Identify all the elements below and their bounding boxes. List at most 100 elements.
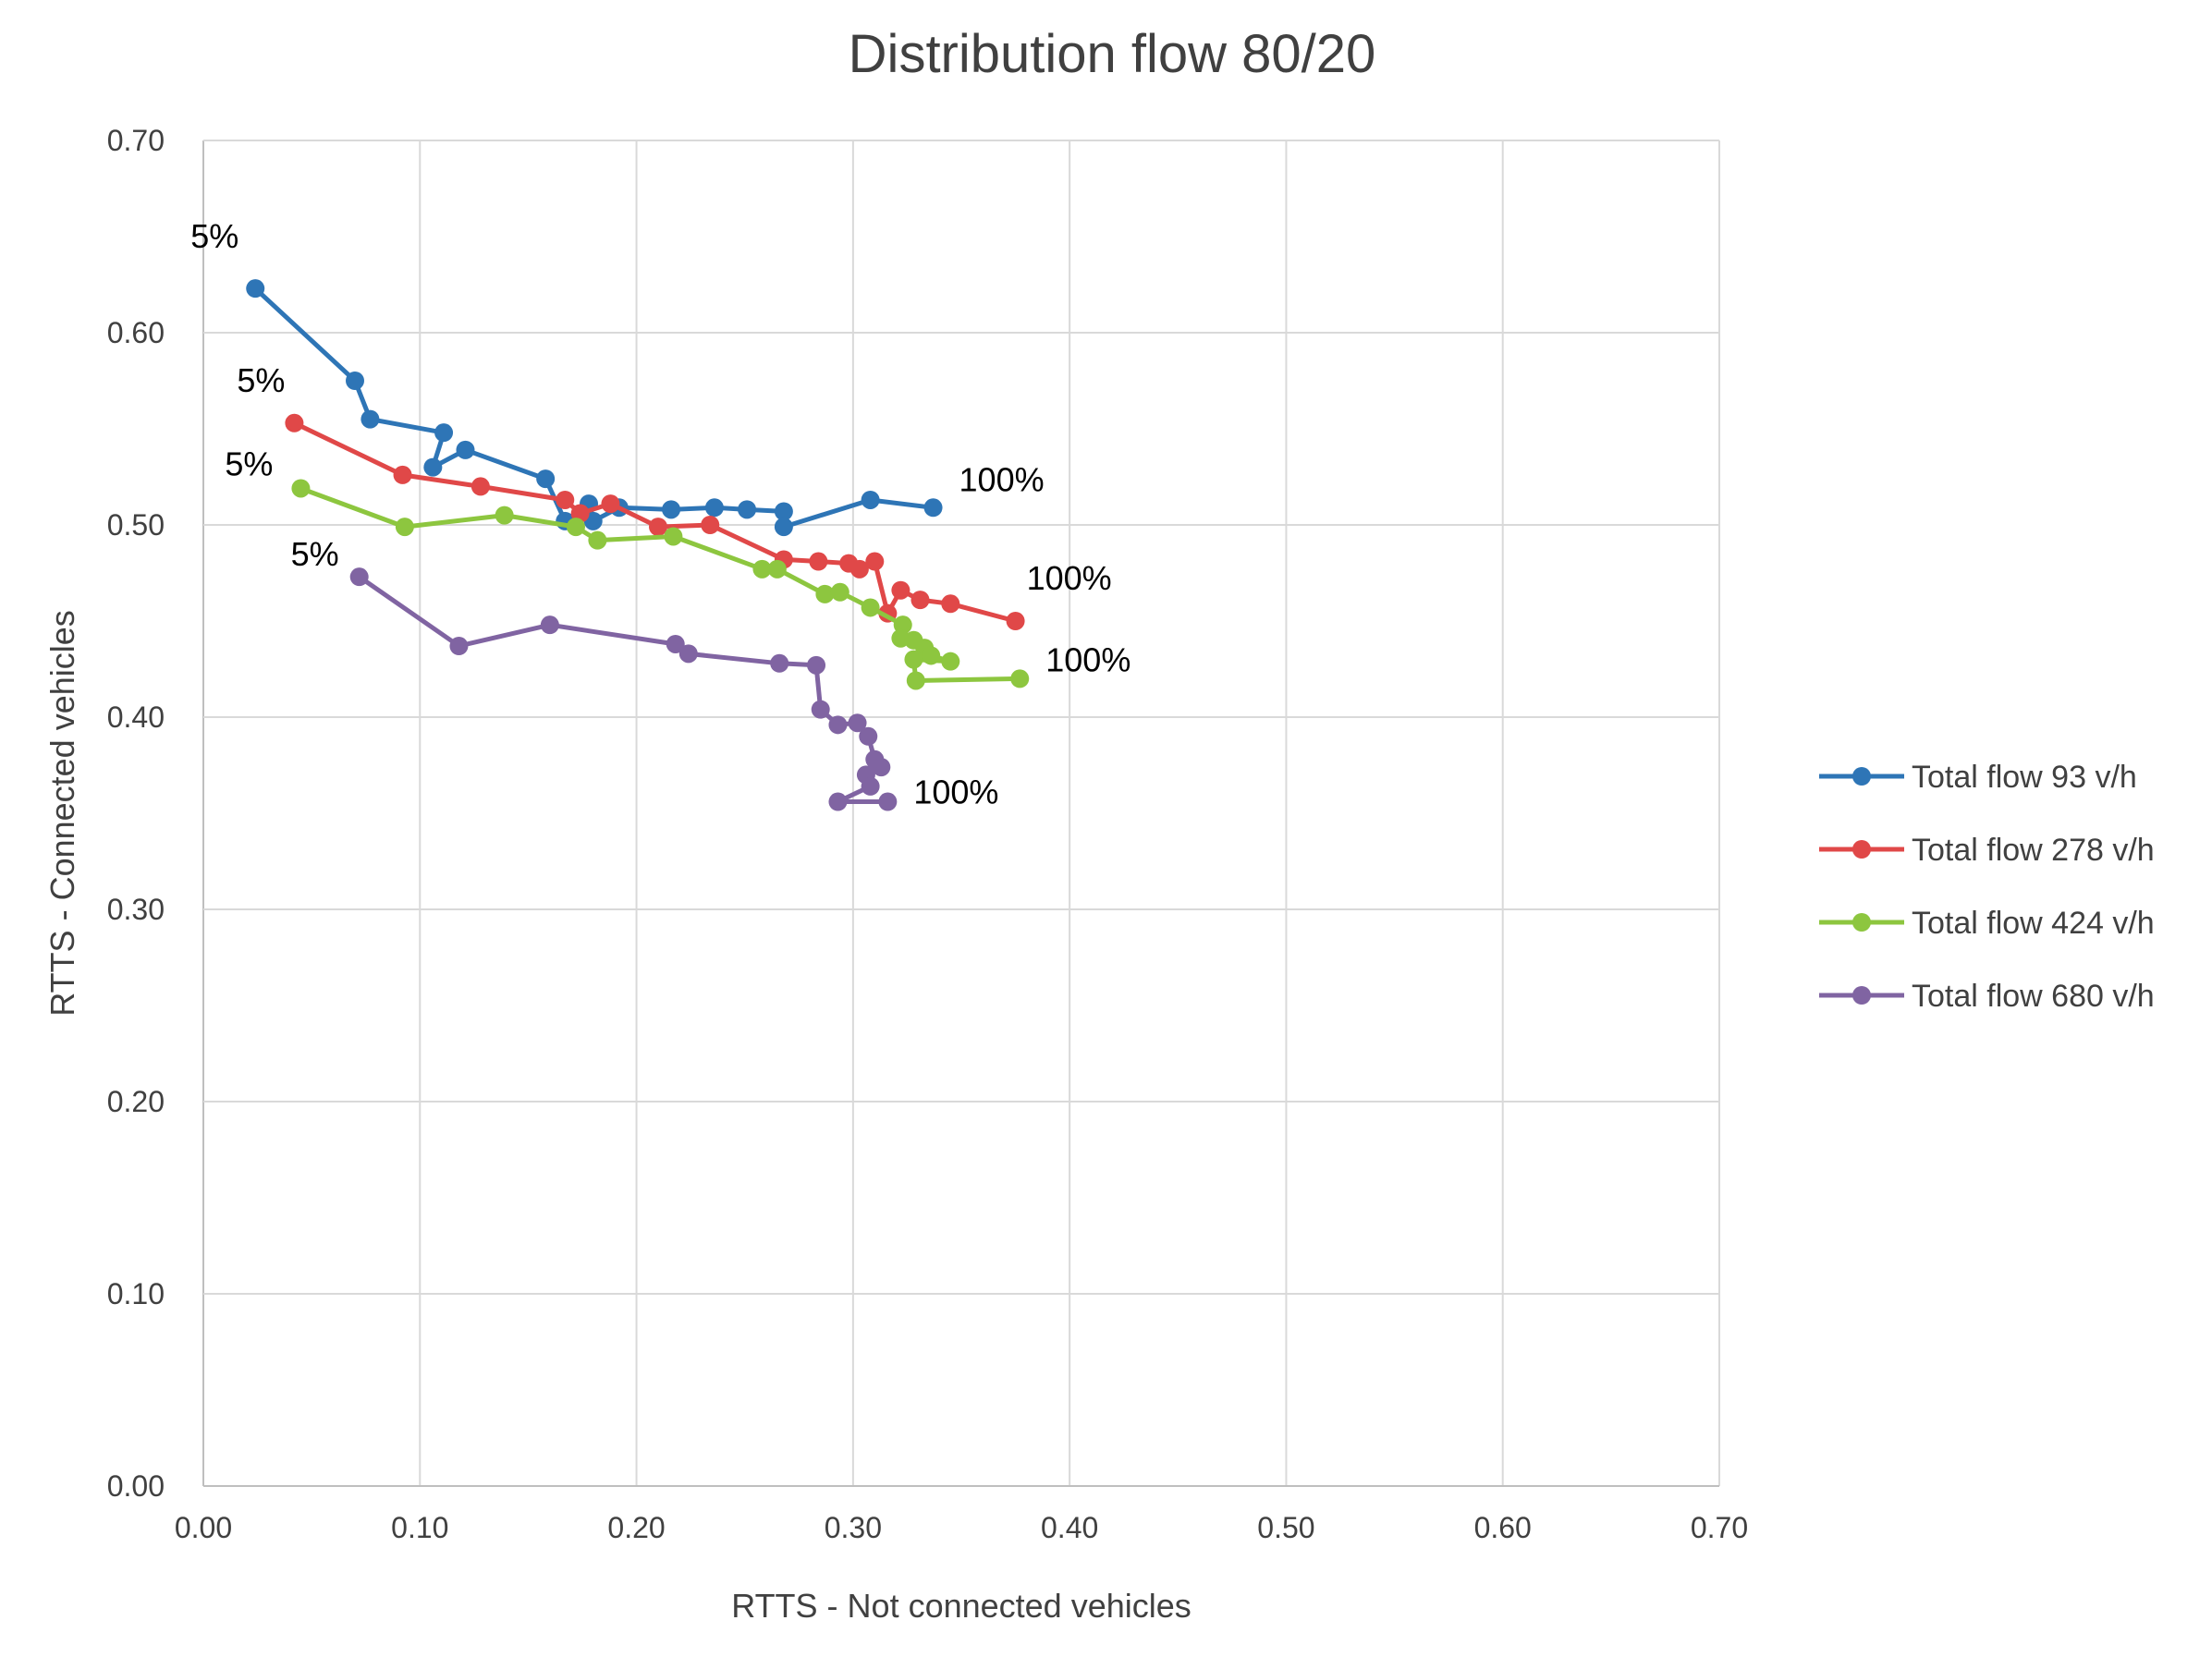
data-point [770,653,789,673]
y-tick-label: 0.40 [107,701,165,734]
start-label: 5% [237,361,285,399]
data-point [393,465,412,484]
series-1 [246,279,943,537]
legend-item: Total flow 680 v/h [1819,979,2155,1014]
x-tick-label: 0.10 [391,1511,448,1544]
chart-title: Distribution flow 80/20 [849,24,1376,84]
end-label: 100% [1045,640,1130,678]
y-axis-label: RTTS - Connected vehicles [43,610,81,1017]
data-point [495,506,514,525]
data-point [872,758,891,777]
data-point [807,655,826,675]
series-2 [285,413,1025,630]
data-point [861,776,880,796]
grid [202,140,1720,1487]
x-tick-label: 0.50 [1257,1511,1314,1544]
x-tick-label: 0.30 [825,1511,882,1544]
data-point [678,644,698,664]
y-tick-label: 0.00 [107,1469,165,1503]
y-tick-label: 0.70 [107,124,165,157]
data-point [601,494,620,514]
data-point [566,518,585,537]
x-axis-label: RTTS - Not connected vehicles [731,1587,1192,1625]
legend-item: Total flow 278 v/h [1819,833,2155,868]
data-point [556,490,575,509]
data-point [285,413,304,433]
x-tick-label: 0.00 [175,1511,232,1544]
legend-marker [1852,767,1871,786]
data-point [752,559,772,579]
x-tick-labels: 0.00 0.10 0.20 0.30 0.40 0.50 0.60 0.70 [175,1511,1748,1544]
data-point [774,518,793,537]
data-point [738,500,757,519]
data-point [701,516,720,534]
data-point [865,552,885,571]
series-line [357,574,890,804]
data-point [923,498,943,518]
data-point [536,469,556,489]
data-point [649,518,667,537]
data-point [809,552,828,571]
legend-label: Total flow 278 v/h [1912,833,2155,868]
data-point [704,498,724,518]
data-point [811,700,830,719]
x-tick-label: 0.20 [607,1511,665,1544]
data-point [246,279,265,299]
legend-marker [1852,840,1871,859]
data-point [346,372,364,390]
x-tick-label: 0.40 [1041,1511,1098,1544]
data-point [861,598,880,617]
data-point [906,671,925,690]
data-point [922,646,941,665]
start-label: 5% [291,535,339,573]
data-point [423,457,443,477]
y-tick-label: 0.30 [107,893,165,926]
data-point [664,527,683,546]
data-point [1010,669,1030,688]
legend-item: Total flow 93 v/h [1819,760,2137,795]
data-point [456,440,475,459]
data-point [859,726,878,746]
series-line [252,286,935,530]
data-point [941,652,960,671]
legend-label: Total flow 680 v/h [1912,979,2155,1014]
data-point [434,423,454,443]
start-label: 5% [190,217,238,255]
x-tick-label: 0.70 [1691,1511,1748,1544]
start-label: 5% [225,445,273,482]
data-point [395,518,414,537]
data-point [666,634,685,653]
x-tick-label: 0.60 [1474,1511,1532,1544]
data-point [540,615,559,635]
legend-item: Total flow 424 v/h [1819,906,2155,941]
data-point [588,530,607,550]
y-tick-labels: 0.00 0.10 0.20 0.30 0.40 0.50 0.60 0.70 [107,124,165,1503]
legend-label: Total flow 93 v/h [1912,760,2137,795]
data-point [767,559,787,579]
data-point [471,477,490,496]
data-point [830,582,849,602]
end-label: 100% [913,774,998,811]
data-point [910,591,930,610]
legend: Total flow 93 v/h Total flow 278 v/h Total… [1819,760,2155,1014]
series-layer [246,279,1030,811]
data-point [848,713,867,733]
data-point [878,792,898,811]
y-tick-label: 0.60 [107,316,165,349]
annotations: 5% 100% 5% 100% 5% 100% 5% 100% [190,217,1130,810]
data-point [828,715,848,735]
data-point [662,500,681,519]
data-point [849,559,869,579]
legend-label: Total flow 424 v/h [1912,906,2155,941]
data-point [449,637,469,656]
data-point [941,594,960,614]
legend-marker [1852,986,1871,1005]
data-point [774,502,793,521]
series-3 [291,479,1030,690]
data-point [349,567,369,587]
y-tick-label: 0.10 [107,1277,165,1310]
y-tick-label: 0.50 [107,508,165,542]
data-point [815,584,835,603]
legend-marker [1852,913,1871,932]
